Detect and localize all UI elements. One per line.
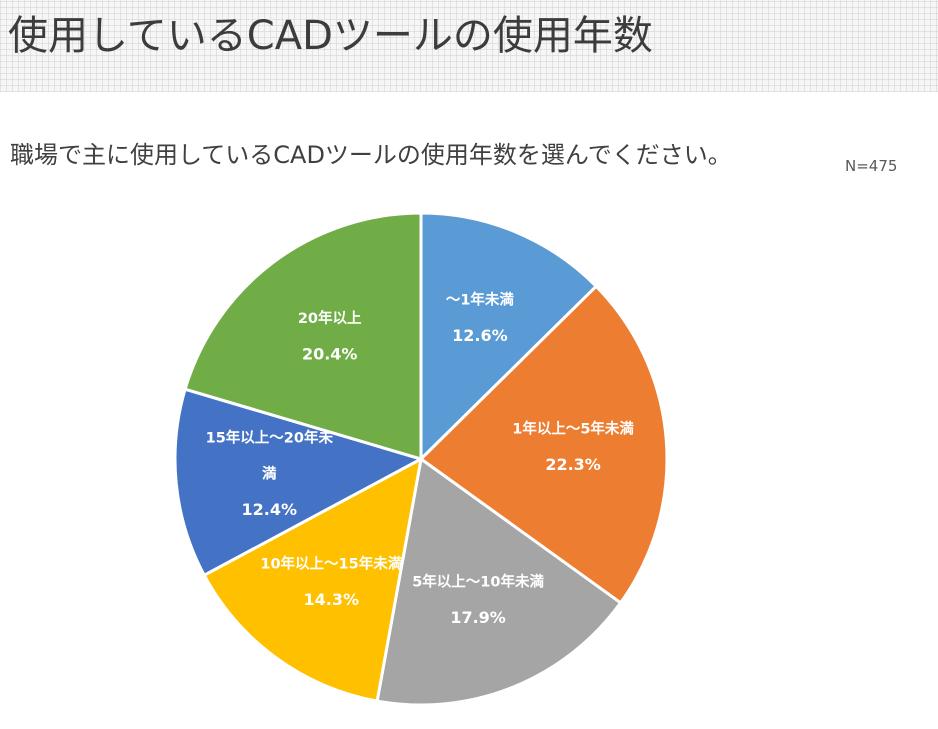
pie-slice-4 — [202, 457, 423, 703]
slice-category-label: 15年以上～20年未 — [206, 429, 334, 447]
slice-category-label: 満 — [262, 465, 277, 483]
pie-slice-1 — [419, 211, 598, 461]
slice-category-label: ～1年未満 — [446, 290, 515, 308]
header-band — [0, 0, 938, 92]
slice-category-label: 5年以上～10年未満 — [412, 572, 544, 590]
slice-category-label: 1年以上～5年未満 — [512, 419, 634, 437]
slice-value-label: 20.4% — [302, 344, 358, 363]
pie-slices — [173, 211, 669, 707]
slice-value-label: 22.3% — [545, 455, 601, 474]
slice-value-label: 12.4% — [242, 500, 298, 519]
pie-labels: ～1年未満 12.6% 1年以上～5年未満 22.3% 5年以上～10年未満 17.9% 1… — [206, 290, 635, 627]
slice-category-label: 10年以上～15年未満 — [260, 554, 402, 572]
slice-value-label: 17.9% — [450, 608, 506, 627]
question-text: 職場で主に使用しているCADツールの使用年数を選んでください。 — [10, 141, 732, 169]
slice-category-label: 20年以上 — [298, 309, 362, 327]
slice-value-label: 14.3% — [304, 590, 360, 609]
page-title: 使用しているCADツールの使用年数 — [8, 13, 653, 59]
pie-slice-2 — [419, 284, 669, 605]
pie-slice-5 — [173, 387, 423, 577]
pie-slice-3 — [375, 457, 623, 707]
slice-value-label: 12.6% — [452, 326, 508, 345]
sample-size-label: N=475 — [845, 157, 898, 175]
pie-slice-6 — [183, 211, 423, 461]
